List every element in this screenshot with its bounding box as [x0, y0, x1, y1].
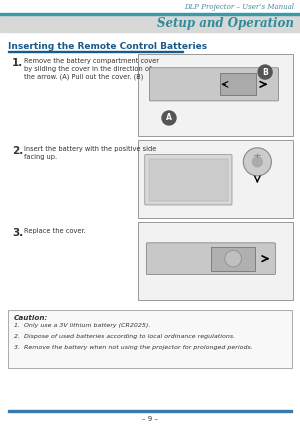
Bar [211, 247, 255, 271]
Text: – 9 –: – 9 – [142, 416, 158, 422]
Bar [0, 16, 300, 32]
Text: Remove the battery compartment cover
by sliding the cover in the direction of
th: Remove the battery compartment cover by … [24, 58, 159, 81]
Text: Setup and Operation: Setup and Operation [157, 17, 294, 31]
Circle shape [162, 111, 176, 125]
Text: 2.  Dispose of used batteries according to local ordinance regulations.: 2. Dispose of used batteries according t… [14, 334, 235, 339]
Bar [138, 222, 293, 300]
FancyBboxPatch shape [149, 68, 278, 101]
Circle shape [258, 65, 272, 79]
Bar [8, 310, 292, 368]
Text: 1.: 1. [12, 58, 23, 68]
Circle shape [252, 157, 262, 167]
Text: A: A [166, 114, 172, 123]
Bar [138, 140, 293, 218]
Text: Inserting the Remote Control Batteries: Inserting the Remote Control Batteries [8, 42, 207, 51]
FancyBboxPatch shape [145, 155, 232, 205]
FancyBboxPatch shape [146, 243, 275, 274]
Text: 3.: 3. [12, 228, 23, 238]
Text: 1.  Only use a 3V lithium battery (CR2025).: 1. Only use a 3V lithium battery (CR2025… [14, 323, 150, 328]
Circle shape [225, 250, 242, 267]
Bar [149, 159, 228, 201]
Bar [8, 410, 292, 412]
Bar [220, 73, 256, 95]
Bar [0, 13, 300, 14]
Circle shape [243, 148, 272, 176]
Text: DLP Projector – User’s Manual: DLP Projector – User’s Manual [184, 3, 294, 11]
Bar [138, 54, 293, 136]
Text: Caution:: Caution: [14, 315, 48, 321]
Text: 2.: 2. [12, 146, 23, 156]
Text: Insert the battery with the positive side
facing up.: Insert the battery with the positive sid… [24, 146, 156, 160]
Text: Replace the cover.: Replace the cover. [24, 228, 86, 234]
Text: 3.  Remove the battery when not using the projector for prolonged periods.: 3. Remove the battery when not using the… [14, 345, 253, 350]
Text: B: B [262, 67, 268, 77]
